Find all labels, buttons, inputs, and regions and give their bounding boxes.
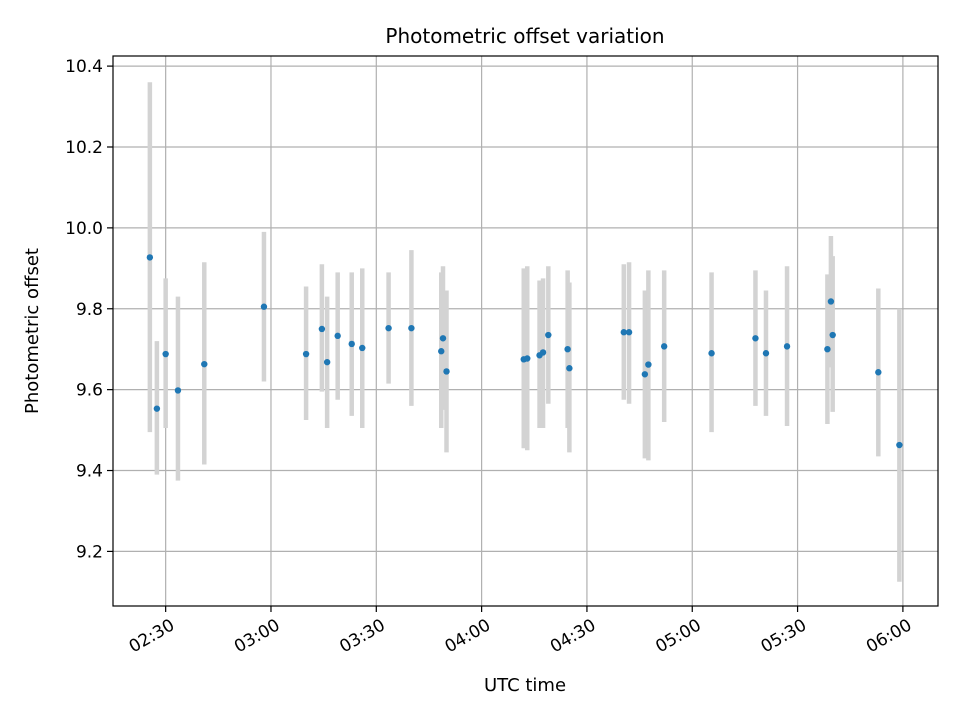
data-point — [201, 360, 208, 368]
data-point — [302, 350, 310, 358]
data-point — [439, 335, 447, 342]
y-tick-label: 10.0 — [65, 219, 103, 239]
data-point — [875, 369, 882, 376]
data-point — [443, 368, 450, 375]
data-point — [566, 365, 573, 372]
data-point — [438, 348, 445, 355]
chart-title: Photometric offset variation — [385, 24, 664, 48]
data-point — [318, 325, 326, 333]
data-points — [146, 254, 903, 449]
data-point — [348, 340, 355, 348]
grid — [113, 56, 938, 606]
data-point — [539, 349, 547, 356]
data-point — [827, 298, 835, 305]
data-point — [385, 324, 392, 332]
data-point — [323, 358, 331, 366]
data-point — [762, 350, 770, 357]
y-axis-label: Photometric offset — [22, 248, 43, 414]
data-point — [752, 335, 759, 342]
data-point — [524, 355, 531, 362]
y-tick-label: 10.4 — [65, 57, 103, 77]
data-point — [260, 303, 268, 310]
x-axis-label: UTC time — [484, 675, 566, 696]
y-tick-label: 10.2 — [65, 138, 103, 158]
data-point — [408, 324, 415, 332]
y-tick-label: 9.4 — [76, 462, 103, 482]
axes-frame — [112, 55, 939, 607]
data-point — [334, 332, 341, 340]
data-point — [641, 371, 649, 378]
y-tick-label: 9.8 — [76, 300, 103, 320]
y-axis-ticks: 9.2 9.4 9.6 9.8 10.0 10.2 10.4 — [65, 57, 113, 562]
data-point — [645, 361, 652, 368]
data-point — [896, 441, 903, 449]
data-point — [660, 343, 668, 350]
y-tick-label: 9.2 — [76, 542, 103, 562]
data-point — [146, 254, 154, 261]
data-point — [545, 331, 552, 339]
data-point — [783, 343, 791, 350]
data-point — [153, 405, 161, 412]
data-point — [824, 345, 831, 353]
data-point — [162, 350, 169, 358]
data-point — [564, 345, 571, 353]
data-point — [174, 387, 182, 394]
y-tick-label: 9.6 — [76, 381, 103, 401]
data-point — [708, 350, 715, 357]
data-point — [829, 331, 836, 339]
data-point — [625, 329, 633, 336]
data-point — [620, 329, 627, 336]
data-point — [359, 344, 366, 352]
